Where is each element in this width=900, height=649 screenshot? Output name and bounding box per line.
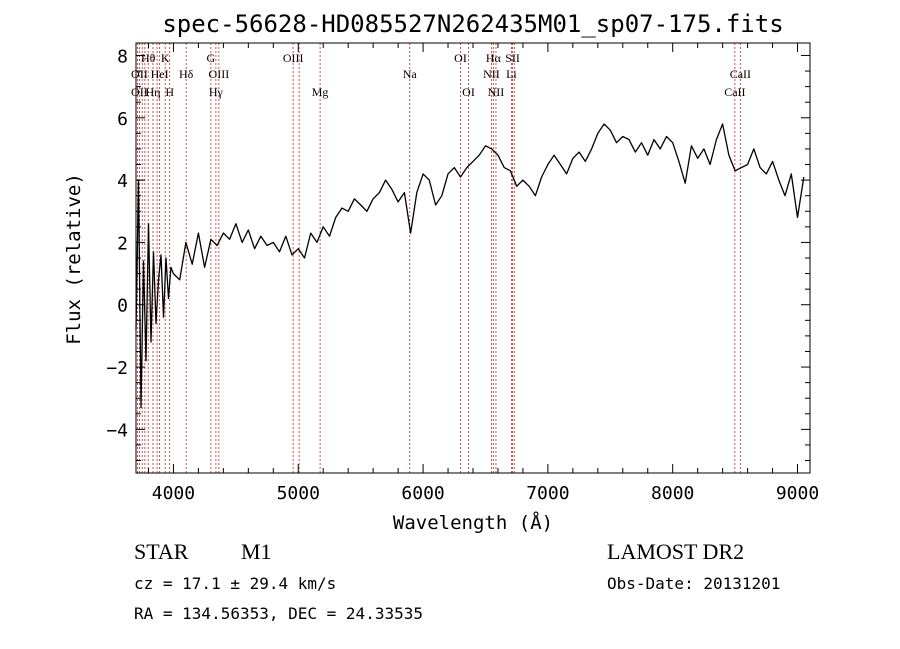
chart-title: spec-56628-HD085527N262435M01_sp07-175.f…	[162, 10, 783, 38]
spectral-line-label: Hγ	[209, 85, 224, 99]
spectral-line-label: CaII	[724, 85, 745, 99]
y-axis-ticks: −4 −2 0 2 4 6 8	[106, 46, 810, 462]
spectral-line-label: G	[207, 51, 216, 65]
x-tick-label: 5000	[277, 483, 320, 504]
x-axis-ticks: 4000 5000 6000 7000 8000 9000	[147, 43, 819, 504]
y-tick-label: −4	[106, 420, 128, 441]
survey-name: LAMOST DR2	[607, 539, 745, 564]
plot-frame	[135, 42, 811, 474]
y-tick-label: 2	[117, 233, 128, 254]
spectral-line-label: OI	[462, 85, 475, 99]
observation-date: Obs-Date: 20131201	[607, 574, 781, 593]
x-tick-label: 9000	[776, 483, 819, 504]
spectral-line-label: CaII	[730, 67, 751, 81]
reference-lines	[137, 43, 741, 473]
x-tick-label: 7000	[526, 483, 569, 504]
y-axis-label: Flux (relative)	[63, 173, 85, 345]
spectral-line-label: K	[161, 51, 170, 65]
y-tick-label: 8	[117, 46, 128, 67]
y-tick-label: 6	[117, 109, 128, 130]
spectral-line-label: OII	[131, 67, 148, 81]
spectral-line-label: SII	[505, 51, 520, 65]
spectral-line-label: HeI	[151, 67, 169, 81]
y-tick-label: 0	[117, 296, 128, 317]
spectral-line-label: Mg	[312, 85, 329, 99]
spectral-line-label: Na	[403, 67, 418, 81]
spectral-line-label: H	[165, 85, 174, 99]
y-tick-label: 4	[117, 171, 128, 192]
x-axis-label: Wavelength (Å)	[393, 511, 553, 534]
y-tick-label: −2	[106, 358, 128, 379]
x-tick-label: 6000	[401, 483, 444, 504]
spectral-line-label: Li	[506, 67, 517, 81]
spectral-line-label: OI	[454, 51, 467, 65]
spectral-line-label: OIII	[209, 67, 230, 81]
spectrum-series-line	[135, 123, 805, 409]
spectral-line-label: NII	[483, 67, 500, 81]
spectral-line-label: Hη	[145, 85, 160, 99]
spectral-line-label: Hα	[486, 51, 502, 65]
x-tick-label: 4000	[152, 483, 195, 504]
spectral-line-label: Hθ	[141, 51, 156, 65]
spectral-line-label: OII	[131, 85, 148, 99]
spectral-line-label: NII	[488, 85, 505, 99]
sky-coordinates: RA = 134.56353, DEC = 24.33535	[134, 604, 423, 623]
object-subclass: M1	[241, 539, 272, 564]
x-tick-label: 8000	[651, 483, 694, 504]
spectral-line-label: OIII	[283, 51, 304, 65]
object-class: STAR	[134, 539, 189, 564]
spectral-line-label: Hδ	[179, 67, 194, 81]
redshift-value: cz = 17.1 ± 29.4 km/s	[134, 574, 337, 593]
